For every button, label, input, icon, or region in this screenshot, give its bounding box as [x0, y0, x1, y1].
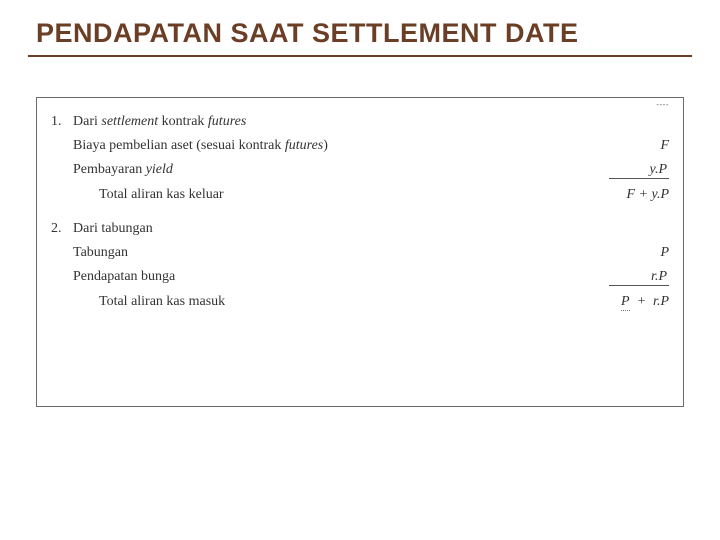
- slide: PENDAPATAN SAAT SETTLEMENT DATE ---- 1. …: [0, 0, 720, 540]
- s1-l2-val-text: y.P: [609, 162, 669, 179]
- s1-line3: Total aliran kas keluar F + y.P: [51, 187, 669, 203]
- title-underline: [28, 55, 692, 57]
- s2-line1: Tabungan P: [51, 245, 669, 261]
- s2-l3-val: P + r.P: [569, 294, 669, 311]
- s2-l1-label: Tabungan: [73, 245, 569, 261]
- s2-l3-label: Total aliran kas masuk: [99, 294, 569, 310]
- s2-l2-val-text: r.P: [609, 269, 669, 286]
- s1-h-mid: kontrak: [158, 114, 208, 129]
- section-2-num: 2.: [51, 221, 73, 237]
- s2-l2-label: Pendapatan bunga: [73, 269, 569, 285]
- s1-l3-label: Total aliran kas keluar: [99, 187, 569, 203]
- s1-l2-it: yield: [146, 162, 173, 177]
- section-1-head-label: Dari settlement kontrak futures: [73, 114, 569, 130]
- section-1-head: 1. Dari settlement kontrak futures: [51, 114, 669, 130]
- s1-l1-label: Biaya pembelian aset (sesuai kontrak fut…: [73, 138, 569, 154]
- s2-l2-val: r.P: [569, 269, 669, 286]
- s1-h-it1: settlement: [101, 114, 158, 129]
- s1-l1-val: F: [569, 138, 669, 154]
- s2-l3-val-rest: + r.P: [630, 294, 669, 309]
- s1-h-pre: Dari: [73, 114, 101, 129]
- s1-l1-post: ): [323, 138, 328, 153]
- s1-l1-it: futures: [285, 138, 323, 153]
- s1-l2-val: y.P: [569, 162, 669, 179]
- s1-l2-pre: Pembayaran: [73, 162, 146, 177]
- s1-l1-pre: Biaya pembelian aset (sesuai kontrak: [73, 138, 285, 153]
- s2-line3: Total aliran kas masuk P + r.P: [51, 294, 669, 311]
- s2-l3-val-p: P: [621, 294, 630, 311]
- s1-l2-label: Pembayaran yield: [73, 162, 569, 178]
- page-title: PENDAPATAN SAAT SETTLEMENT DATE: [36, 18, 684, 49]
- s1-line2: Pembayaran yield y.P: [51, 162, 669, 179]
- s1-h-it2: futures: [208, 114, 246, 129]
- s1-l3-val: F + y.P: [569, 187, 669, 203]
- top-mark: ----: [656, 100, 669, 109]
- section-2-head-label: Dari tabungan: [73, 221, 569, 237]
- s2-line2: Pendapatan bunga r.P: [51, 269, 669, 286]
- s2-l1-val: P: [569, 245, 669, 261]
- section-1-num: 1.: [51, 114, 73, 130]
- s1-line1: Biaya pembelian aset (sesuai kontrak fut…: [51, 138, 669, 154]
- content-frame: ---- 1. Dari settlement kontrak futures …: [36, 97, 684, 407]
- section-2-head: 2. Dari tabungan: [51, 221, 669, 237]
